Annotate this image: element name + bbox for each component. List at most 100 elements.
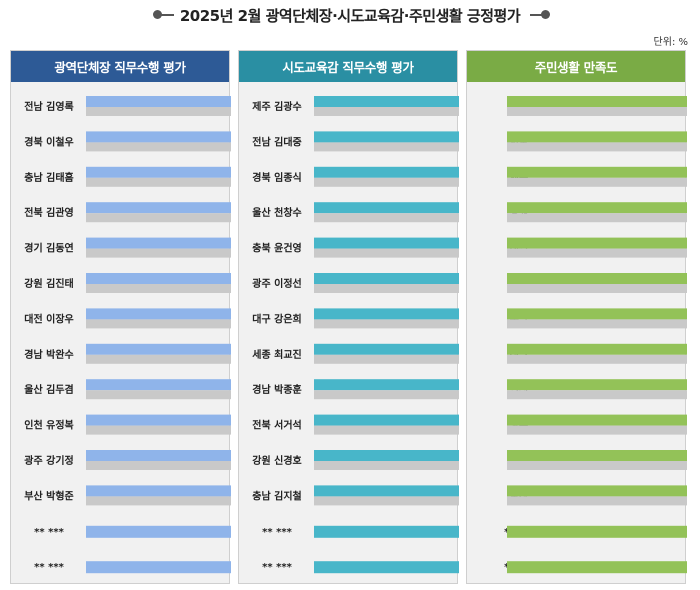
previous-bar xyxy=(507,425,687,435)
current-bar xyxy=(86,166,231,178)
title-right-dot xyxy=(541,10,550,19)
panel-satisfaction: 주민생활 만족도 경기68.164.9서울68.067.1세종66.565.5강… xyxy=(466,50,687,584)
previous-bar xyxy=(314,354,459,364)
previous-bar xyxy=(314,461,459,470)
category-label: 충남 김지철 xyxy=(252,489,301,502)
previous-bar xyxy=(86,284,231,293)
category-label: 부산 박형준 xyxy=(24,489,73,502)
previous-bar xyxy=(314,390,459,400)
category-label: 강원 신경호 xyxy=(252,454,301,467)
previous-bar xyxy=(86,213,231,223)
category-label: 대전 이장우 xyxy=(24,312,73,325)
previous-bar xyxy=(314,284,459,293)
current-bar xyxy=(314,485,459,497)
previous-bar xyxy=(314,319,459,329)
category-label: 광주 이정선 xyxy=(252,277,301,290)
previous-bar xyxy=(314,496,459,506)
current-bar xyxy=(86,343,231,355)
current-bar xyxy=(314,343,459,355)
previous-bar xyxy=(86,390,231,400)
current-bar xyxy=(86,379,231,391)
current-bar xyxy=(86,561,231,574)
previous-bar xyxy=(507,496,687,506)
category-label: 경남 박종훈 xyxy=(252,383,301,396)
category-label: 광주 강기정 xyxy=(24,454,73,467)
category-label: 전북 서거석 xyxy=(252,419,301,432)
unit-label: 단위: % xyxy=(653,37,688,48)
current-bar xyxy=(86,450,231,461)
current-bar xyxy=(314,96,459,107)
previous-bar xyxy=(507,213,687,223)
panel-title: 주민생활 만족도 xyxy=(467,51,685,82)
current-bar xyxy=(314,202,459,214)
previous-bar xyxy=(507,390,687,400)
previous-bar xyxy=(314,142,459,152)
panel-title: 광역단체장 직무수행 평가 xyxy=(11,51,229,82)
current-bar xyxy=(507,308,687,320)
current-bar xyxy=(314,561,459,574)
category-label: ** *** xyxy=(34,562,64,573)
panel-governor: 광역단체장 직무수행 평가 전남 김영록64.961.4경북 이철우55.651… xyxy=(10,50,231,584)
page-title: 2025년 2월 광역단체장·시도교육감·주민생활 긍정평가 xyxy=(179,7,521,25)
previous-bar xyxy=(507,142,687,152)
current-bar xyxy=(507,343,687,355)
satisfaction-chart: 경기68.164.9서울68.067.1세종66.565.5강원64.062.8… xyxy=(504,96,687,574)
previous-bar xyxy=(86,177,231,187)
current-bar xyxy=(86,525,231,538)
category-label: ** *** xyxy=(262,562,292,573)
current-bar xyxy=(314,166,459,178)
category-label: 인천 유정복 xyxy=(24,419,73,432)
previous-bar xyxy=(507,319,687,329)
title-left-rule xyxy=(160,14,174,16)
current-bar xyxy=(507,273,687,284)
panel-superintendent: 시도교육감 직무수행 평가 제주 김광수61.660.3전남 김대중56.957… xyxy=(238,50,459,584)
title-left-dot xyxy=(153,10,162,19)
current-bar xyxy=(86,273,231,284)
category-label: 경남 박완수 xyxy=(24,348,73,361)
title-right-rule xyxy=(530,14,544,16)
current-bar xyxy=(86,96,231,107)
governor-chart: 전남 김영록64.961.4경북 이철우55.651.7충남 김태흠52.250… xyxy=(24,96,231,574)
current-bar xyxy=(86,308,231,320)
previous-bar xyxy=(314,177,459,187)
previous-bar xyxy=(86,496,231,506)
previous-bar xyxy=(507,461,687,470)
current-bar xyxy=(507,450,687,461)
current-bar xyxy=(314,379,459,391)
current-bar xyxy=(507,131,687,143)
previous-bar xyxy=(507,284,687,293)
current-bar xyxy=(314,525,459,538)
category-label: 울산 김두겸 xyxy=(24,383,73,396)
previous-bar xyxy=(86,142,231,152)
current-bar xyxy=(86,131,231,143)
previous-bar xyxy=(86,107,231,116)
category-label: 경북 임종식 xyxy=(252,171,301,184)
current-bar xyxy=(86,202,231,214)
category-label: 세종 최교진 xyxy=(252,348,301,361)
previous-bar xyxy=(507,107,687,116)
category-label: 충남 김태흠 xyxy=(24,171,73,184)
previous-bar xyxy=(507,177,687,187)
previous-bar xyxy=(86,461,231,470)
category-label: 대구 강은희 xyxy=(252,312,301,325)
current-bar xyxy=(86,485,231,497)
category-label: 전남 김영록 xyxy=(24,100,73,113)
current-bar xyxy=(314,308,459,320)
previous-bar xyxy=(314,213,459,223)
current-bar xyxy=(507,561,687,574)
category-label: 제주 김광수 xyxy=(252,100,301,113)
category-label: ** *** xyxy=(262,527,292,538)
category-label: ** *** xyxy=(34,527,64,538)
previous-bar xyxy=(314,425,459,435)
category-label: 강원 김진태 xyxy=(24,277,73,290)
current-bar xyxy=(507,414,687,426)
previous-bar xyxy=(314,248,459,258)
panel-title: 시도교육감 직무수행 평가 xyxy=(239,51,457,82)
current-bar xyxy=(314,414,459,426)
category-label: 전북 김관영 xyxy=(24,206,73,219)
superintendent-chart: 제주 김광수61.660.3전남 김대중56.957.9경북 임종식49.644… xyxy=(252,96,459,574)
current-bar xyxy=(314,237,459,249)
current-bar xyxy=(507,166,687,178)
previous-bar xyxy=(314,107,459,116)
current-bar xyxy=(314,273,459,284)
